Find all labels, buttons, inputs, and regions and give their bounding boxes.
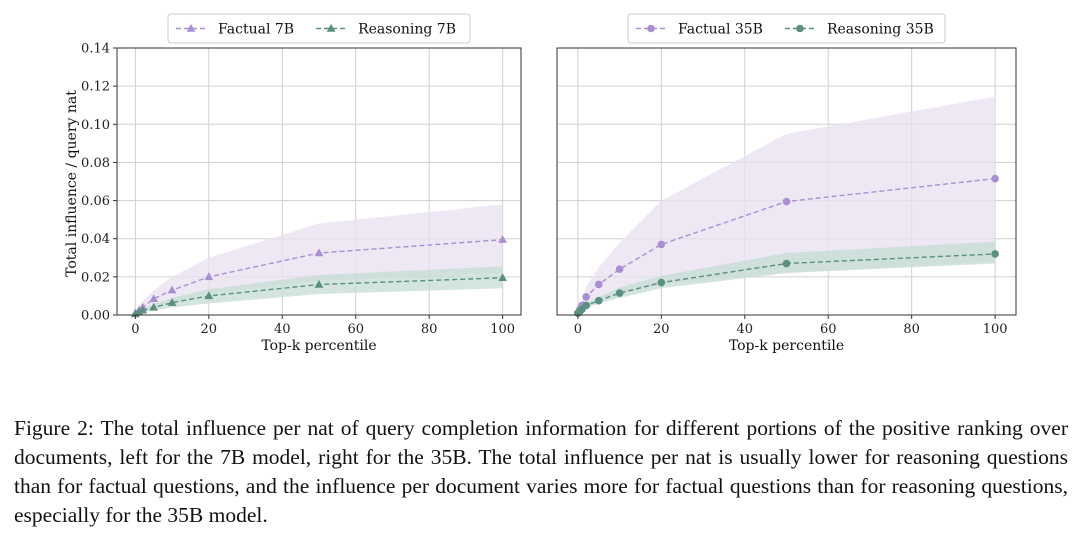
legend-marker-factual <box>647 24 655 33</box>
data-point-reasoning <box>138 305 148 314</box>
data-point-factual <box>582 293 591 301</box>
data-point-factual <box>149 294 159 303</box>
x-axis-label: Top-k percentile <box>729 338 844 354</box>
x-tick-label: 40 <box>736 322 753 337</box>
data-point-reasoning <box>991 250 999 258</box>
figure-caption: Figure 2: The total influence per nat of… <box>14 416 1068 527</box>
band-factual-0 <box>135 204 503 315</box>
data-point-reasoning <box>782 259 791 268</box>
data-point-reasoning <box>615 289 624 297</box>
x-tick-label: 20 <box>653 322 670 337</box>
x-tick-label: 0 <box>574 322 582 337</box>
x-tick-label: 20 <box>201 322 218 337</box>
band-reasoning-0 <box>135 266 503 315</box>
x-tick-label: 80 <box>903 322 920 337</box>
band-factual-1 <box>577 96 996 315</box>
plot-frame <box>116 47 522 316</box>
data-point-factual <box>782 197 791 206</box>
data-point-reasoning <box>498 273 508 282</box>
data-point-factual <box>314 248 324 257</box>
legend-marker-factual <box>186 23 196 32</box>
x-tick-label: 80 <box>421 322 438 337</box>
x-axis-label: Top-k percentile <box>261 338 376 354</box>
legend-marker-reasoning <box>326 23 336 32</box>
data-point-reasoning <box>167 298 177 306</box>
data-point-factual <box>657 240 666 249</box>
x-tick-label: 40 <box>274 322 291 337</box>
y-tick-label: 0.14 <box>81 42 110 57</box>
y-tick-label: 0.12 <box>81 80 110 95</box>
data-point-factual <box>204 272 214 281</box>
data-point-factual <box>991 174 999 183</box>
x-tick-label: 60 <box>347 322 364 337</box>
charts-svg: 0 20 40 60 80 100 0.00 0.02 0.04 0.06 0.08 0.10 0.12… <box>64 13 1017 354</box>
y-axis-label: Total influence / query nat <box>64 90 80 277</box>
data-point-reasoning <box>657 278 666 287</box>
x-tick-label: 60 <box>820 322 837 337</box>
data-point-factual <box>498 235 508 243</box>
y-tick-label: 0.06 <box>81 194 110 209</box>
band-reasoning-1 <box>577 241 996 315</box>
data-point-factual <box>594 280 603 289</box>
x-tick-label: 100 <box>490 322 515 337</box>
figure-charts: 0 20 40 60 80 100 0.00 0.02 0.04 0.06 0.08 0.10 0.12… <box>64 13 1017 354</box>
data-point-factual <box>167 285 177 294</box>
data-point-reasoning <box>594 296 603 305</box>
y-tick-label: 0.10 <box>81 118 110 133</box>
y-tick-label: 0.04 <box>81 232 110 247</box>
legend-label-reasoning: Reasoning 7B <box>358 22 456 38</box>
data-point-reasoning <box>149 302 159 311</box>
legend-label-factual: Factual 7B <box>218 22 294 38</box>
legend-label-factual: Factual 35B <box>678 22 763 38</box>
y-tick-label: 0.02 <box>81 270 110 285</box>
y-tick-label: 0.08 <box>81 156 110 171</box>
legend-marker-reasoning <box>796 24 804 33</box>
legend-label-reasoning: Reasoning 35B <box>827 22 934 38</box>
y-tick-label: 0.00 <box>81 309 110 324</box>
data-point-factual <box>615 265 624 274</box>
plot-frame <box>556 47 1017 316</box>
x-tick-label: 100 <box>983 322 1008 337</box>
data-point-reasoning <box>204 291 214 300</box>
x-tick-label: 0 <box>131 322 139 337</box>
data-point-reasoning <box>582 301 591 310</box>
series-line-factual-0 <box>134 238 503 314</box>
data-point-reasoning <box>314 279 324 288</box>
